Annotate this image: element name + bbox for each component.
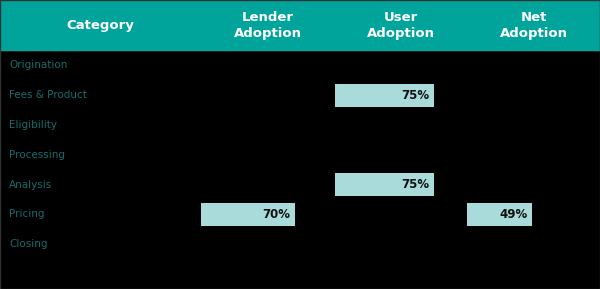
Text: Origination: Origination [9,60,67,71]
Bar [335,173,434,196]
Text: Processing: Processing [9,150,65,160]
Bar [467,203,532,226]
Text: User
Adoption: User Adoption [367,11,435,40]
Bar [0,0,600,51]
Text: 75%: 75% [401,178,430,191]
Text: 49%: 49% [499,208,527,221]
Text: Net
Adoption: Net Adoption [500,11,568,40]
Text: 70%: 70% [262,208,290,221]
Text: Pricing: Pricing [9,210,44,219]
Bar [335,84,434,107]
Text: Fees & Product: Fees & Product [9,90,87,100]
Text: Analysis: Analysis [9,180,52,190]
Text: Eligibility: Eligibility [9,120,57,130]
Text: 75%: 75% [401,89,430,102]
Text: Lender
Adoption: Lender Adoption [234,11,302,40]
Text: Category: Category [67,19,134,32]
Bar [201,203,295,226]
Text: Closing: Closing [9,239,47,249]
